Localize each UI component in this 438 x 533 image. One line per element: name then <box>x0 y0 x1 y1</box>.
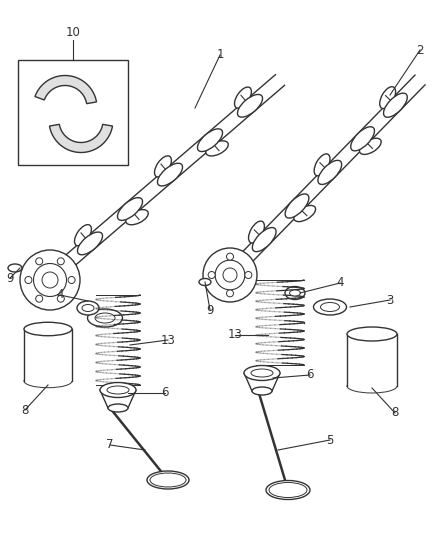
Ellipse shape <box>150 473 186 487</box>
Ellipse shape <box>8 264 22 272</box>
Ellipse shape <box>314 154 330 176</box>
Ellipse shape <box>321 303 339 311</box>
Text: 10: 10 <box>66 26 81 38</box>
Ellipse shape <box>314 299 346 315</box>
Text: 8: 8 <box>21 403 28 416</box>
Ellipse shape <box>244 366 280 381</box>
Ellipse shape <box>206 141 228 156</box>
Circle shape <box>203 248 257 302</box>
Ellipse shape <box>384 93 407 117</box>
Circle shape <box>20 250 80 310</box>
Circle shape <box>223 268 237 282</box>
Ellipse shape <box>46 278 68 294</box>
Polygon shape <box>49 124 113 152</box>
Ellipse shape <box>108 404 128 412</box>
Circle shape <box>57 295 64 302</box>
Text: 13: 13 <box>228 328 243 342</box>
Text: 2: 2 <box>416 44 424 56</box>
Ellipse shape <box>252 228 276 252</box>
Text: 1: 1 <box>216 49 224 61</box>
Ellipse shape <box>237 94 262 117</box>
Ellipse shape <box>294 205 316 222</box>
Text: 8: 8 <box>391 407 399 419</box>
Ellipse shape <box>347 379 397 393</box>
Text: 5: 5 <box>326 433 334 447</box>
Ellipse shape <box>219 261 243 285</box>
Text: 6: 6 <box>161 386 169 400</box>
Ellipse shape <box>285 287 305 300</box>
Text: 9: 9 <box>6 271 14 285</box>
Ellipse shape <box>199 279 211 286</box>
Ellipse shape <box>318 160 342 184</box>
Polygon shape <box>100 390 136 408</box>
Circle shape <box>57 258 64 265</box>
Ellipse shape <box>147 471 189 489</box>
Ellipse shape <box>38 266 63 289</box>
Ellipse shape <box>360 138 381 155</box>
Ellipse shape <box>77 301 99 315</box>
Ellipse shape <box>347 327 397 341</box>
Ellipse shape <box>380 87 396 109</box>
Polygon shape <box>244 373 280 391</box>
Circle shape <box>36 258 42 265</box>
Circle shape <box>226 253 233 260</box>
Ellipse shape <box>290 290 300 296</box>
Ellipse shape <box>24 374 72 387</box>
Text: 4: 4 <box>336 277 344 289</box>
Ellipse shape <box>228 273 250 289</box>
Bar <box>18 60 128 165</box>
Ellipse shape <box>74 224 92 246</box>
Ellipse shape <box>24 322 72 336</box>
Circle shape <box>25 277 32 284</box>
Text: 6: 6 <box>306 368 314 382</box>
Ellipse shape <box>82 304 94 311</box>
Ellipse shape <box>88 309 123 327</box>
Bar <box>347 334 397 386</box>
Ellipse shape <box>269 482 307 497</box>
Polygon shape <box>210 75 425 295</box>
Text: 7: 7 <box>106 439 114 451</box>
Ellipse shape <box>251 369 273 377</box>
Text: 13: 13 <box>161 334 176 346</box>
Polygon shape <box>25 75 285 300</box>
Ellipse shape <box>266 481 310 499</box>
Circle shape <box>245 271 252 279</box>
Circle shape <box>33 263 67 296</box>
Circle shape <box>42 272 58 288</box>
Circle shape <box>36 295 42 302</box>
Ellipse shape <box>285 194 309 218</box>
Text: 3: 3 <box>386 294 394 306</box>
Circle shape <box>68 277 75 284</box>
Ellipse shape <box>158 163 183 186</box>
Polygon shape <box>35 76 96 104</box>
Circle shape <box>226 290 233 297</box>
Ellipse shape <box>117 198 142 220</box>
Ellipse shape <box>107 386 129 394</box>
Ellipse shape <box>198 129 223 151</box>
Bar <box>24 329 72 381</box>
Text: 4: 4 <box>56 288 64 302</box>
Circle shape <box>208 271 215 279</box>
Ellipse shape <box>234 87 251 108</box>
Ellipse shape <box>100 383 136 398</box>
Ellipse shape <box>248 221 265 243</box>
Circle shape <box>215 260 245 290</box>
Ellipse shape <box>78 232 102 255</box>
Ellipse shape <box>95 313 115 323</box>
Ellipse shape <box>155 156 171 177</box>
Ellipse shape <box>126 209 148 225</box>
Ellipse shape <box>351 127 374 151</box>
Ellipse shape <box>252 387 272 395</box>
Text: 9: 9 <box>206 303 214 317</box>
